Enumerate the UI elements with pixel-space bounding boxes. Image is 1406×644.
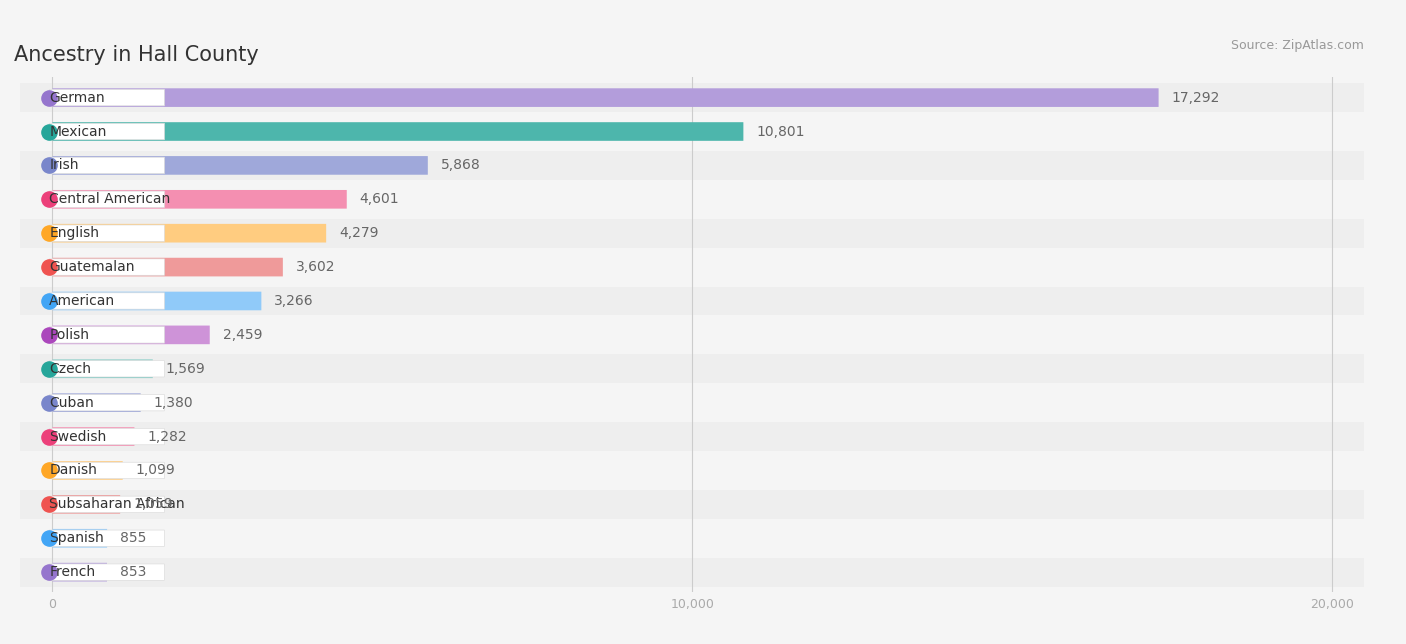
FancyBboxPatch shape — [21, 388, 1364, 417]
Text: Guatemalan: Guatemalan — [49, 260, 135, 274]
Text: 1,569: 1,569 — [166, 362, 205, 376]
FancyBboxPatch shape — [21, 151, 1364, 180]
FancyBboxPatch shape — [52, 190, 347, 209]
FancyBboxPatch shape — [21, 524, 1364, 553]
FancyBboxPatch shape — [21, 83, 1364, 112]
Text: Ancestry in Hall County: Ancestry in Hall County — [14, 44, 259, 64]
FancyBboxPatch shape — [21, 321, 1364, 349]
FancyBboxPatch shape — [21, 185, 1364, 214]
Point — [38, 533, 60, 544]
Text: 853: 853 — [120, 565, 146, 579]
FancyBboxPatch shape — [21, 117, 1364, 146]
Point — [38, 296, 60, 306]
Text: Spanish: Spanish — [49, 531, 104, 545]
Point — [38, 160, 60, 171]
Text: Irish: Irish — [49, 158, 79, 173]
Point — [38, 364, 60, 374]
FancyBboxPatch shape — [21, 287, 1364, 316]
FancyBboxPatch shape — [21, 456, 1364, 485]
FancyBboxPatch shape — [49, 191, 165, 207]
Text: Danish: Danish — [49, 464, 97, 477]
Text: 17,292: 17,292 — [1171, 91, 1220, 104]
Text: German: German — [49, 91, 105, 104]
FancyBboxPatch shape — [52, 88, 1159, 107]
FancyBboxPatch shape — [49, 530, 165, 547]
FancyBboxPatch shape — [52, 224, 326, 243]
Text: Polish: Polish — [49, 328, 89, 342]
Point — [38, 228, 60, 238]
FancyBboxPatch shape — [49, 496, 165, 513]
FancyBboxPatch shape — [49, 259, 165, 275]
FancyBboxPatch shape — [49, 395, 165, 411]
Text: Cuban: Cuban — [49, 395, 94, 410]
FancyBboxPatch shape — [52, 461, 122, 480]
FancyBboxPatch shape — [49, 123, 165, 140]
Text: 855: 855 — [120, 531, 146, 545]
Text: French: French — [49, 565, 96, 579]
Text: 1,099: 1,099 — [135, 464, 176, 477]
FancyBboxPatch shape — [49, 327, 165, 343]
Text: Swedish: Swedish — [49, 430, 107, 444]
FancyBboxPatch shape — [49, 428, 165, 445]
FancyBboxPatch shape — [49, 462, 165, 478]
Text: 3,266: 3,266 — [274, 294, 314, 308]
Text: 1,380: 1,380 — [153, 395, 193, 410]
Text: Subsaharan African: Subsaharan African — [49, 497, 184, 511]
Point — [38, 126, 60, 137]
Text: English: English — [49, 226, 100, 240]
FancyBboxPatch shape — [21, 422, 1364, 451]
Text: 4,601: 4,601 — [360, 193, 399, 206]
FancyBboxPatch shape — [49, 293, 165, 309]
FancyBboxPatch shape — [52, 359, 153, 378]
FancyBboxPatch shape — [52, 393, 141, 412]
Point — [38, 397, 60, 408]
FancyBboxPatch shape — [49, 157, 165, 174]
Text: 2,459: 2,459 — [222, 328, 262, 342]
Text: 10,801: 10,801 — [756, 124, 804, 138]
Text: Mexican: Mexican — [49, 124, 107, 138]
FancyBboxPatch shape — [49, 361, 165, 377]
FancyBboxPatch shape — [49, 564, 165, 580]
FancyBboxPatch shape — [21, 558, 1364, 587]
FancyBboxPatch shape — [21, 490, 1364, 519]
Text: 3,602: 3,602 — [295, 260, 335, 274]
FancyBboxPatch shape — [52, 292, 262, 310]
FancyBboxPatch shape — [49, 90, 165, 106]
FancyBboxPatch shape — [21, 252, 1364, 281]
FancyBboxPatch shape — [52, 495, 120, 514]
FancyBboxPatch shape — [49, 225, 165, 242]
Point — [38, 93, 60, 103]
FancyBboxPatch shape — [52, 122, 744, 141]
Text: Czech: Czech — [49, 362, 91, 376]
Text: 1,059: 1,059 — [134, 497, 173, 511]
Text: American: American — [49, 294, 115, 308]
FancyBboxPatch shape — [21, 354, 1364, 383]
Point — [38, 330, 60, 340]
Text: Source: ZipAtlas.com: Source: ZipAtlas.com — [1230, 39, 1364, 52]
FancyBboxPatch shape — [21, 219, 1364, 247]
Point — [38, 431, 60, 442]
Text: Central American: Central American — [49, 193, 170, 206]
FancyBboxPatch shape — [52, 156, 427, 175]
Text: 4,279: 4,279 — [339, 226, 378, 240]
FancyBboxPatch shape — [52, 563, 107, 582]
FancyBboxPatch shape — [52, 258, 283, 276]
Point — [38, 499, 60, 509]
Point — [38, 194, 60, 204]
Point — [38, 262, 60, 272]
Text: 5,868: 5,868 — [440, 158, 481, 173]
FancyBboxPatch shape — [52, 326, 209, 344]
FancyBboxPatch shape — [52, 529, 107, 547]
FancyBboxPatch shape — [52, 427, 135, 446]
Text: 1,282: 1,282 — [148, 430, 187, 444]
Point — [38, 466, 60, 476]
Point — [38, 567, 60, 577]
